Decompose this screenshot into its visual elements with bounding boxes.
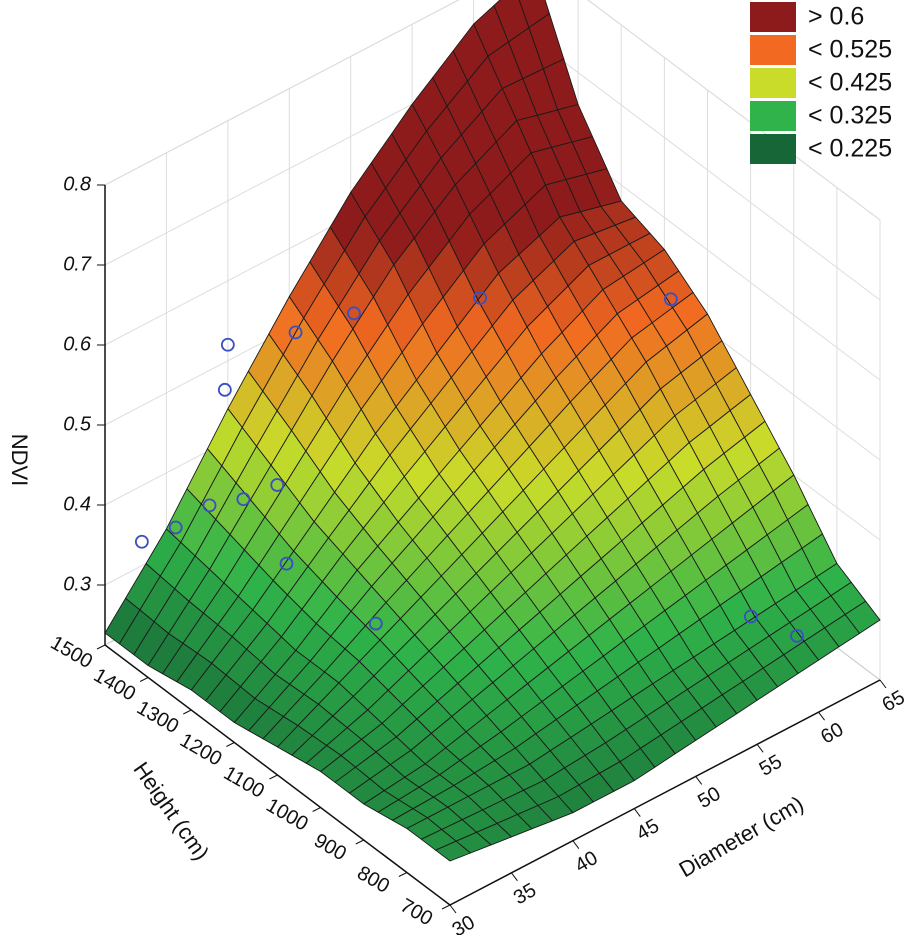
surface — [104, 0, 881, 862]
z-tick-label: 0.6 — [63, 333, 92, 355]
data-point — [236, 492, 251, 507]
data-point — [217, 382, 232, 397]
y-tick-label: 1200 — [176, 729, 226, 770]
x-tick — [449, 904, 457, 914]
legend-swatch — [750, 35, 796, 65]
x-tick — [572, 840, 580, 850]
axis-line — [104, 185, 881, 906]
legend-label: > 0.6 — [808, 3, 864, 31]
data-point — [743, 609, 758, 624]
data-point — [663, 292, 678, 307]
data-point — [368, 616, 383, 631]
data-point — [790, 628, 804, 643]
y-tick — [139, 677, 149, 682]
y-tick-label: 1300 — [133, 697, 183, 738]
x-tick — [818, 711, 825, 721]
x-tick — [879, 679, 887, 689]
legend-label: < 0.325 — [808, 102, 892, 130]
x-tick-label: 50 — [694, 783, 724, 813]
y-tick-label: 1100 — [220, 762, 268, 803]
y-tick-label: 1000 — [262, 794, 312, 835]
z-tick-label: 0.3 — [63, 573, 91, 595]
y-tick — [226, 742, 235, 747]
data-point — [168, 520, 183, 535]
y-tick — [183, 709, 192, 715]
y-tick — [398, 872, 408, 877]
data-point — [347, 306, 361, 321]
x-axis-title: Diameter (cm) — [675, 791, 808, 882]
legend-label: < 0.525 — [808, 36, 892, 64]
z-tick-label: 0.4 — [63, 493, 91, 515]
legend-swatch — [750, 101, 796, 131]
data-point — [279, 556, 294, 571]
data-point — [270, 478, 285, 492]
y-tick-label: 900 — [310, 830, 350, 866]
data-point — [202, 498, 217, 513]
legend-swatch — [750, 2, 796, 32]
y-tick — [355, 839, 364, 845]
surface-cell — [435, 840, 471, 862]
data-point — [288, 325, 303, 340]
x-tick-label: 35 — [510, 879, 540, 909]
y-tick — [269, 774, 278, 780]
x-tick-label: 45 — [633, 815, 663, 845]
z-tick-label: 0.7 — [63, 253, 92, 275]
y-tick — [96, 644, 106, 650]
x-tick-label: 30 — [449, 911, 479, 935]
y-tick — [312, 807, 321, 812]
legend-swatch — [750, 134, 796, 164]
z-tick-label: 0.5 — [63, 413, 92, 435]
x-tick — [633, 808, 641, 817]
grid-line — [104, 0, 881, 221]
data-point — [473, 291, 487, 305]
y-tick-label: 800 — [353, 862, 393, 898]
legend-label: < 0.425 — [808, 69, 892, 97]
z-tick-label: 0.8 — [63, 173, 91, 195]
data-point — [220, 337, 235, 352]
y-tick-label: 1400 — [90, 664, 140, 705]
x-tick-label: 55 — [756, 751, 786, 781]
z-axis-title: NDVI — [7, 434, 32, 487]
x-tick-label: 65 — [879, 686, 909, 716]
x-tick-label: 60 — [817, 718, 847, 748]
x-tick — [511, 872, 518, 882]
data-point — [134, 534, 149, 549]
x-tick-label: 40 — [571, 847, 601, 877]
legend-label: < 0.225 — [808, 135, 892, 163]
legend-swatch — [750, 68, 796, 98]
y-tick-label: 700 — [396, 895, 436, 931]
y-tick — [441, 904, 451, 910]
x-tick — [695, 776, 703, 785]
x-tick — [756, 743, 764, 753]
y-tick-label: 1500 — [47, 632, 97, 673]
y-axis-title: Height (cm) — [129, 757, 215, 864]
